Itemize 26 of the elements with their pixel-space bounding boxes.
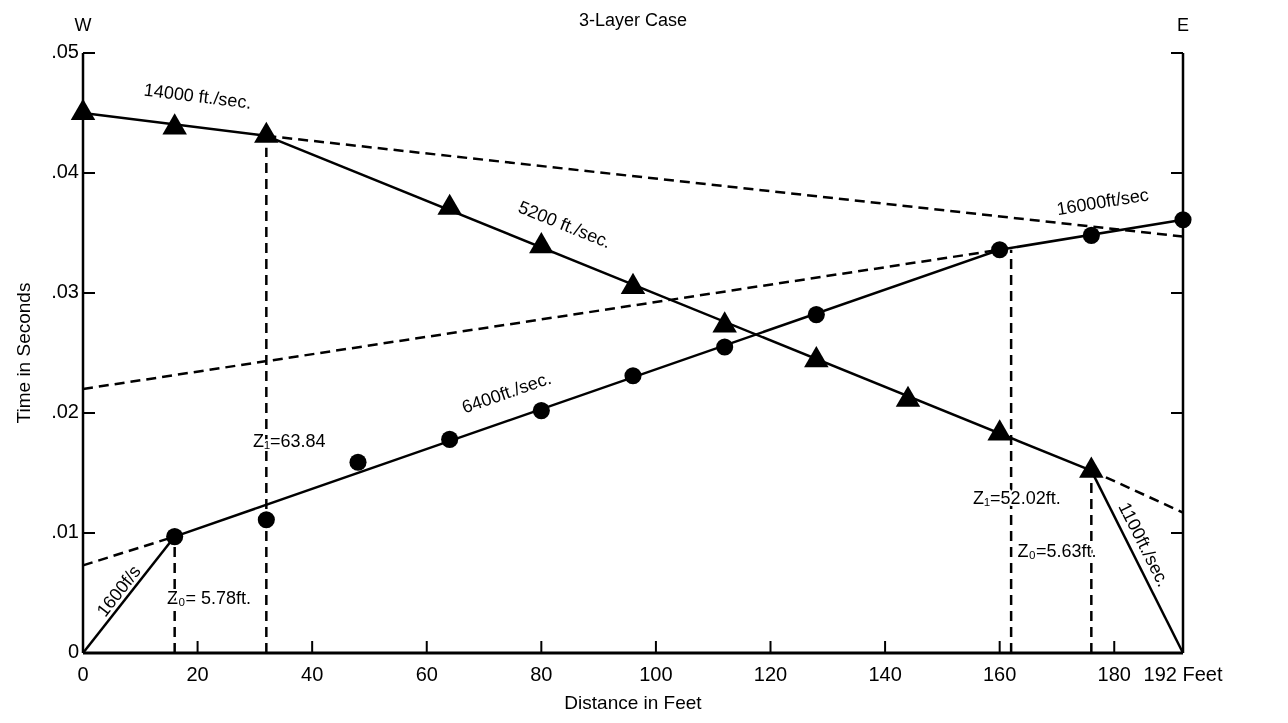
x-tick-label: 60 [415,663,438,685]
x-tick-label: 20 [186,663,209,685]
annotation: 14000 ft./sec. [142,79,253,113]
x-tick-label: 120 [753,663,788,685]
annotation: 16000ft/sec [1055,184,1151,220]
y-tick-label: .03 [51,280,79,303]
y-tick-label: .02 [51,400,79,423]
y-axis-title: Time in Seconds [13,282,34,424]
x-tick-label: 180 [1097,663,1131,685]
chart-title: 3-Layer Case [578,10,688,30]
text: E [1176,15,1190,35]
annotation: Z₁=52.02ft. [973,488,1061,509]
x-tick-label: 40 [301,663,324,685]
text: W [74,15,92,35]
x-tick-label: 160 [982,663,1017,685]
y-tick-label: .01 [51,520,79,543]
x-tick-label: 80 [530,663,553,685]
x-tick-label: 192 Feet [1143,663,1223,685]
annotation: Z₀= 5.78ft. [167,587,252,608]
x-tick-label: 100 [639,663,673,685]
y-tick-label: .05 [51,40,79,63]
y-tick-label: 0 [67,640,79,663]
annotation: 5200 ft./sec. [515,196,614,253]
x-tick-label: 140 [868,663,902,685]
y-tick-label: .04 [51,160,79,183]
x-axis-title: Distance in Feet [564,692,703,713]
